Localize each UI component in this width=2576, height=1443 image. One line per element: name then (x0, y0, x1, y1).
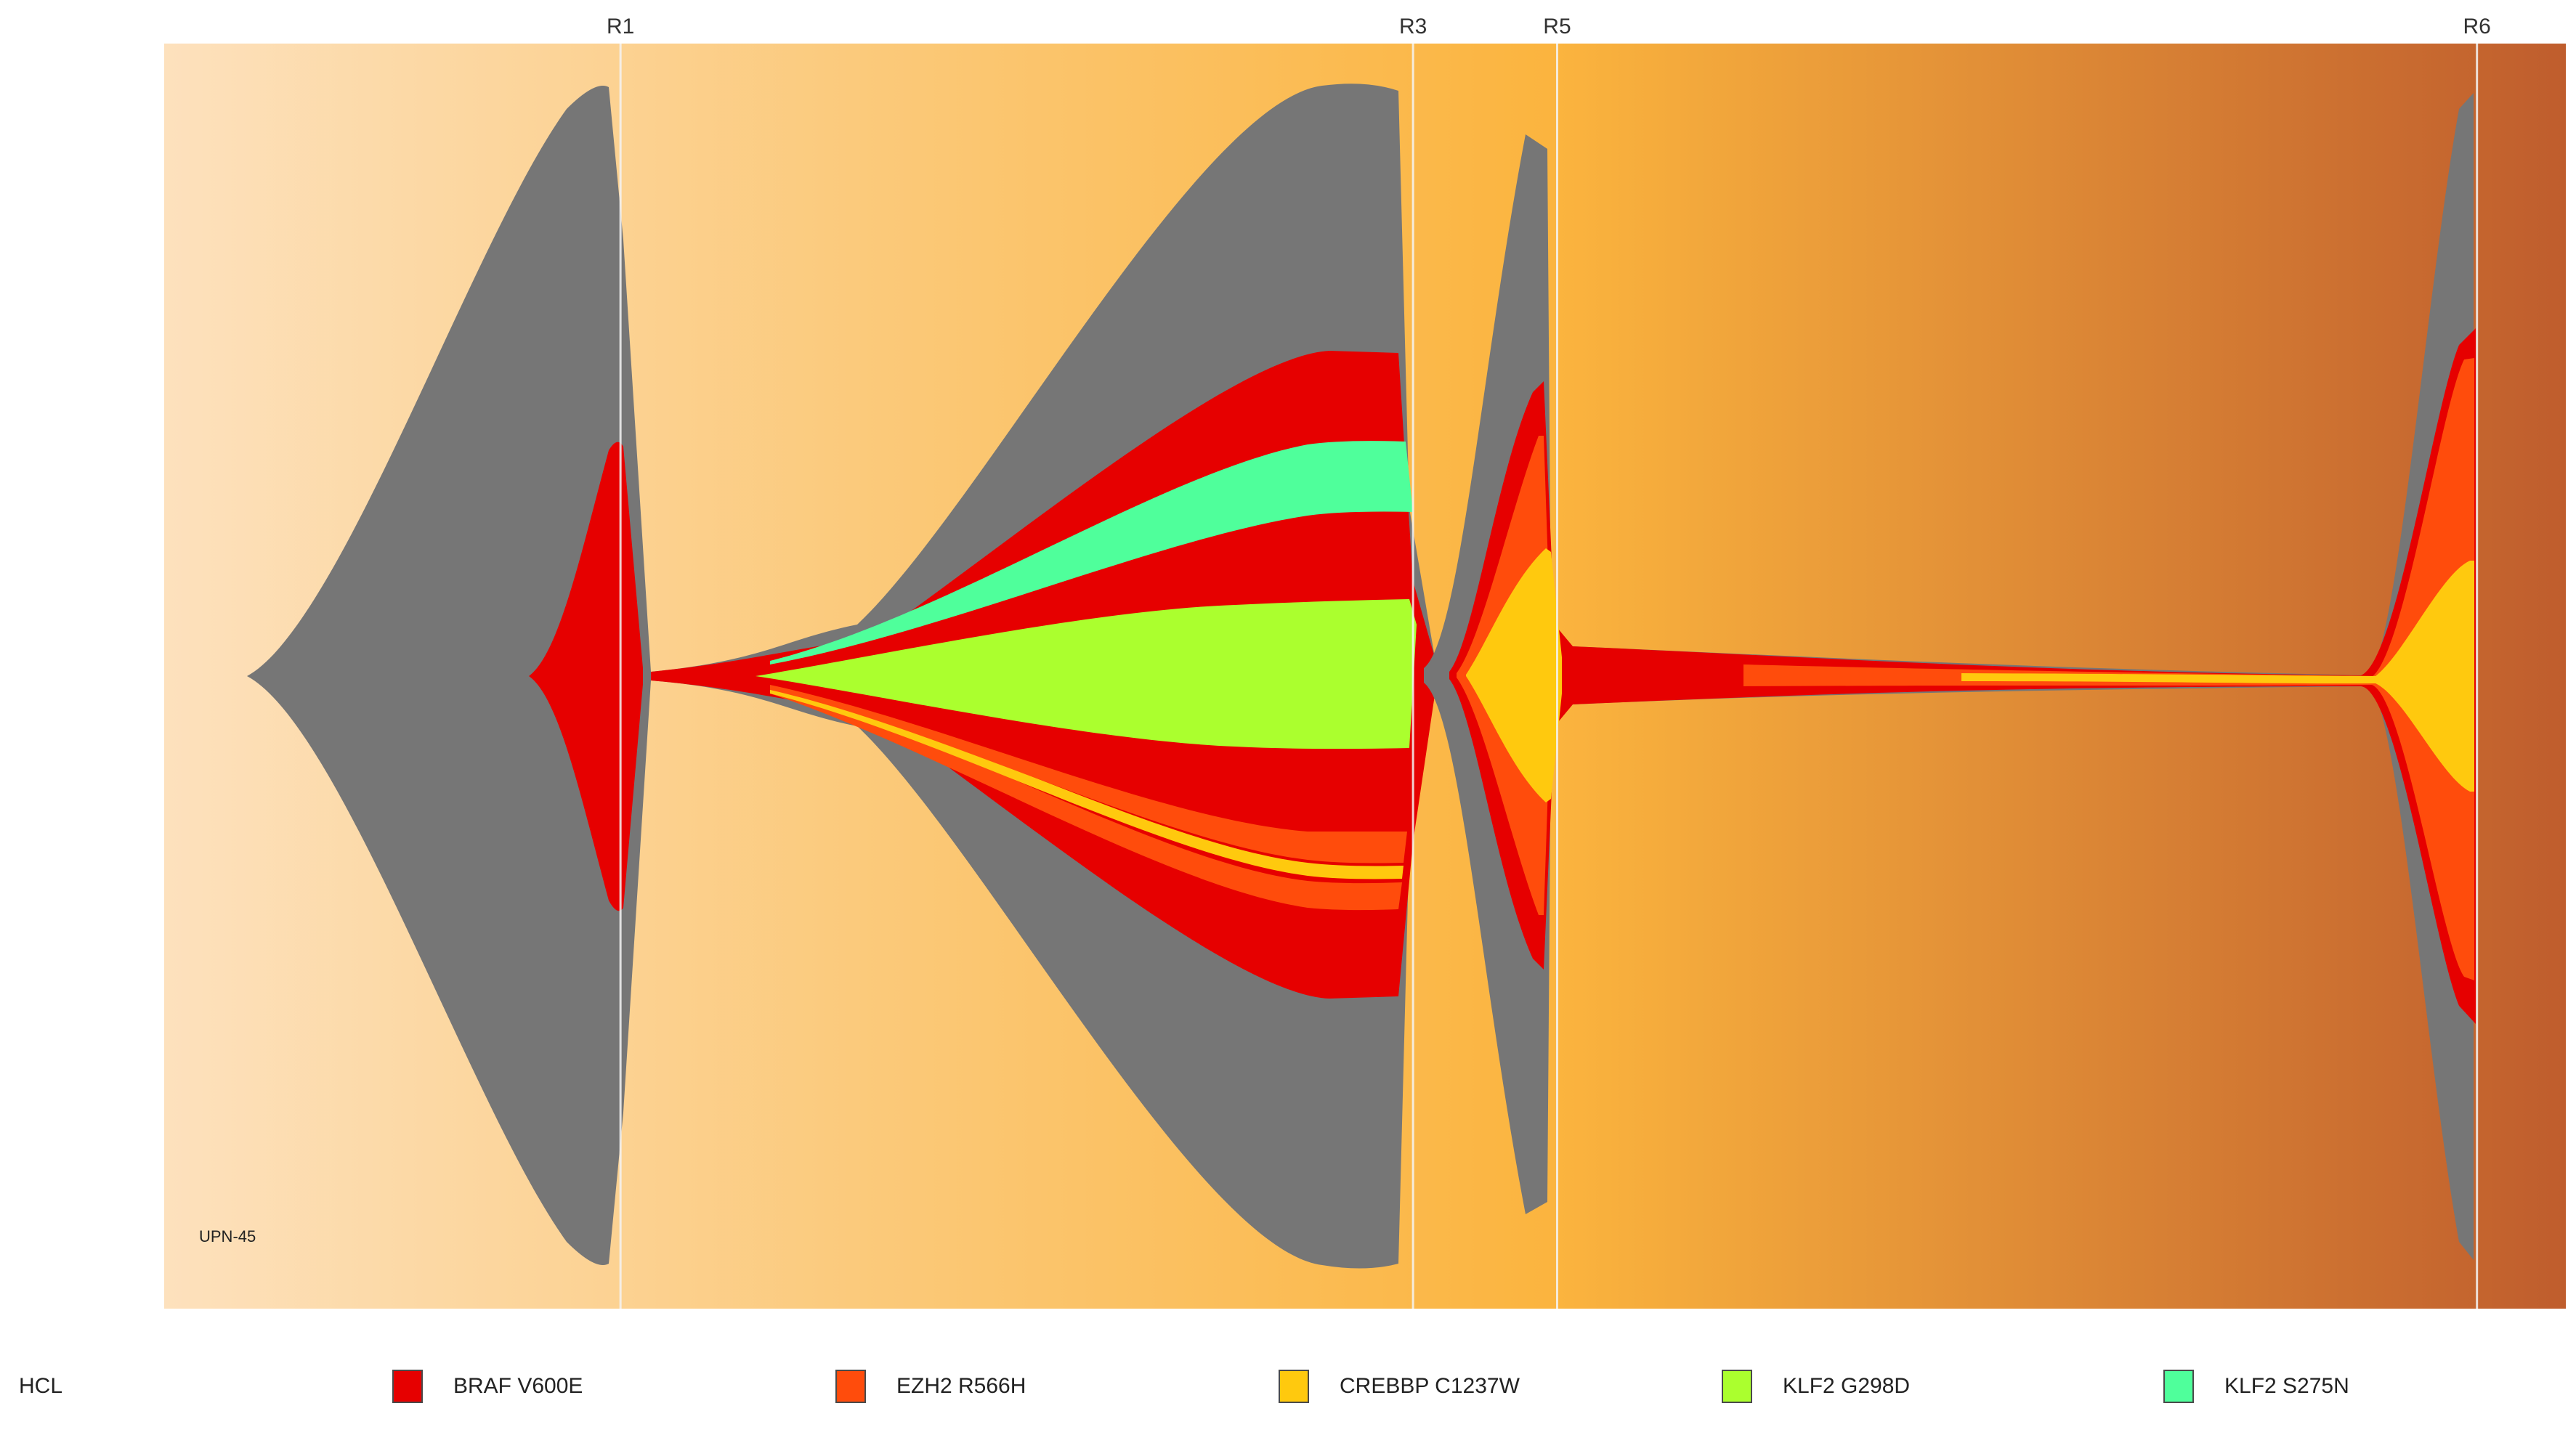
sample-label: UPN-45 (199, 1227, 256, 1245)
clone-band-klf2-g298d (756, 599, 1417, 749)
clone-bands (247, 84, 2476, 1269)
timepoint-label-r6: R6 (2463, 15, 2490, 38)
legend: HCL BRAF V600E EZH2 R566H CREBBP C1237W KLF… (0, 1352, 2576, 1425)
clone-band-crebbp (1466, 548, 1562, 802)
legend-item: CREBBP C1237W (1279, 1370, 1520, 1403)
timepoint-label-r5: R5 (1543, 15, 1571, 38)
legend-swatch (392, 1370, 423, 1403)
timepoint-label-r3: R3 (1399, 15, 1427, 38)
legend-label: EZH2 R566H (896, 1374, 1026, 1398)
legend-item: KLF2 G298D (1722, 1370, 1910, 1403)
legend-swatch (1279, 1370, 1309, 1403)
legend-label: CREBBP C1237W (1340, 1374, 1520, 1398)
legend-item: EZH2 R566H (835, 1370, 1026, 1403)
timepoint-label-r1: R1 (607, 15, 634, 38)
clone-band-crebbp (1961, 561, 2474, 792)
clone-band-ezh2 (770, 685, 1407, 863)
clone-band-parent (247, 86, 651, 1265)
legend-label: KLF2 G298D (1783, 1374, 1911, 1398)
fish-plot: R1 R3 R5 R6 UPN-45 (164, 15, 2566, 1309)
clone-band-klf2-s275n (770, 441, 1413, 664)
legend-swatch (835, 1370, 866, 1403)
legend-swatch (2163, 1370, 2194, 1403)
legend-swatch (1722, 1370, 1752, 1403)
legend-item: KLF2 S275N (2163, 1370, 2349, 1403)
legend-label: KLF2 S275N (2224, 1374, 2349, 1398)
legend-item: BRAF V600E (392, 1370, 583, 1403)
timepoint-markers: R1 R3 R5 R6 (607, 15, 2491, 1309)
clone-band-crebbp (770, 688, 1404, 879)
clone-band-braf (529, 442, 643, 911)
legend-title: HCL (19, 1374, 63, 1398)
legend-label: BRAF V600E (453, 1374, 583, 1398)
clone-band-ezh2 (1743, 358, 2474, 980)
